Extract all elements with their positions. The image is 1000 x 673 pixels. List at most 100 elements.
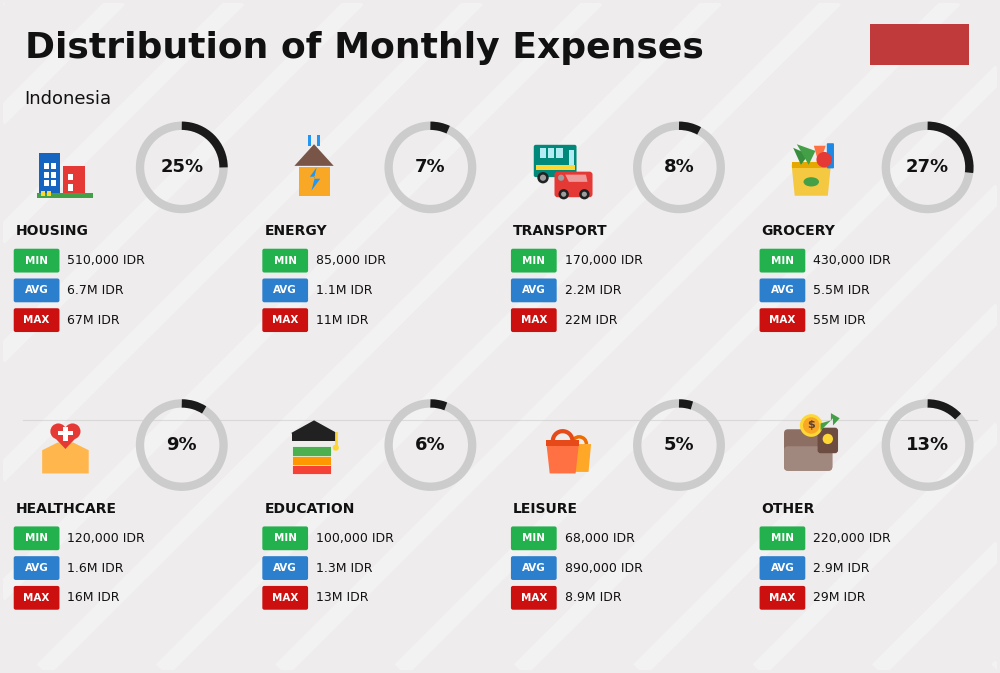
Text: MAX: MAX — [521, 593, 547, 603]
FancyBboxPatch shape — [760, 556, 805, 580]
Text: HEALTHCARE: HEALTHCARE — [16, 501, 117, 516]
FancyBboxPatch shape — [511, 308, 557, 332]
Text: MIN: MIN — [274, 256, 297, 266]
Text: MIN: MIN — [771, 256, 794, 266]
FancyBboxPatch shape — [540, 148, 546, 158]
Text: EDUCATION: EDUCATION — [264, 501, 355, 516]
FancyBboxPatch shape — [292, 433, 336, 441]
Polygon shape — [42, 443, 89, 474]
Text: 11M IDR: 11M IDR — [316, 314, 369, 326]
FancyBboxPatch shape — [554, 172, 593, 197]
Text: 25%: 25% — [160, 158, 203, 176]
FancyBboxPatch shape — [792, 162, 831, 168]
Polygon shape — [291, 421, 337, 433]
FancyBboxPatch shape — [41, 190, 45, 196]
Text: AVG: AVG — [25, 563, 48, 573]
Polygon shape — [797, 144, 815, 165]
Circle shape — [800, 414, 823, 437]
Polygon shape — [793, 148, 809, 165]
Text: Indonesia: Indonesia — [25, 90, 112, 108]
Text: HOUSING: HOUSING — [16, 224, 89, 238]
Text: LEISURE: LEISURE — [513, 501, 578, 516]
Text: 1.1M IDR: 1.1M IDR — [316, 284, 373, 297]
Text: 29M IDR: 29M IDR — [813, 592, 866, 604]
FancyBboxPatch shape — [14, 308, 59, 332]
Text: 1.6M IDR: 1.6M IDR — [67, 561, 124, 575]
Text: MAX: MAX — [272, 315, 298, 325]
Text: 890,000 IDR: 890,000 IDR — [565, 561, 643, 575]
Text: MAX: MAX — [521, 315, 547, 325]
Text: AVG: AVG — [771, 563, 794, 573]
Text: AVG: AVG — [522, 563, 546, 573]
FancyBboxPatch shape — [262, 249, 308, 273]
Circle shape — [50, 423, 66, 439]
Text: 6.7M IDR: 6.7M IDR — [67, 284, 124, 297]
Polygon shape — [294, 144, 334, 166]
FancyBboxPatch shape — [536, 165, 575, 170]
FancyBboxPatch shape — [569, 150, 574, 165]
Text: AVG: AVG — [771, 285, 794, 295]
Text: 55M IDR: 55M IDR — [813, 314, 866, 326]
Text: AVG: AVG — [522, 285, 546, 295]
FancyBboxPatch shape — [292, 464, 331, 474]
FancyBboxPatch shape — [556, 148, 563, 158]
Text: AVG: AVG — [25, 285, 48, 295]
FancyBboxPatch shape — [511, 279, 557, 302]
FancyBboxPatch shape — [68, 174, 73, 180]
Circle shape — [816, 152, 832, 168]
Circle shape — [823, 434, 833, 444]
FancyBboxPatch shape — [51, 163, 56, 169]
FancyBboxPatch shape — [14, 279, 59, 302]
Text: 13%: 13% — [906, 436, 949, 454]
FancyBboxPatch shape — [317, 135, 320, 146]
FancyBboxPatch shape — [14, 586, 59, 610]
Text: 2.9M IDR: 2.9M IDR — [813, 561, 870, 575]
FancyBboxPatch shape — [292, 446, 331, 456]
FancyBboxPatch shape — [262, 586, 308, 610]
Polygon shape — [51, 433, 80, 449]
FancyBboxPatch shape — [51, 180, 56, 186]
FancyBboxPatch shape — [51, 172, 56, 178]
Text: $: $ — [807, 421, 815, 431]
FancyBboxPatch shape — [784, 446, 832, 470]
Ellipse shape — [804, 177, 819, 186]
Polygon shape — [546, 441, 579, 474]
FancyBboxPatch shape — [14, 249, 59, 273]
Text: AVG: AVG — [273, 563, 297, 573]
Circle shape — [579, 189, 590, 199]
Circle shape — [558, 174, 564, 181]
Text: 8%: 8% — [664, 158, 694, 176]
FancyBboxPatch shape — [262, 308, 308, 332]
FancyBboxPatch shape — [58, 431, 73, 435]
Text: 510,000 IDR: 510,000 IDR — [67, 254, 145, 267]
Text: MIN: MIN — [522, 256, 545, 266]
FancyBboxPatch shape — [827, 143, 834, 168]
Polygon shape — [299, 168, 330, 196]
Text: MAX: MAX — [769, 593, 796, 603]
FancyBboxPatch shape — [870, 24, 969, 65]
Circle shape — [333, 445, 339, 451]
FancyBboxPatch shape — [511, 586, 557, 610]
FancyBboxPatch shape — [14, 526, 59, 551]
FancyBboxPatch shape — [548, 148, 554, 158]
FancyBboxPatch shape — [308, 135, 311, 146]
Text: OTHER: OTHER — [762, 501, 815, 516]
Text: AVG: AVG — [273, 285, 297, 295]
FancyBboxPatch shape — [63, 427, 68, 441]
Text: 22M IDR: 22M IDR — [565, 314, 617, 326]
Text: 68,000 IDR: 68,000 IDR — [565, 532, 635, 545]
Polygon shape — [792, 165, 831, 196]
FancyBboxPatch shape — [818, 427, 838, 453]
FancyBboxPatch shape — [44, 180, 49, 186]
Circle shape — [540, 174, 546, 181]
Text: MAX: MAX — [769, 315, 796, 325]
FancyBboxPatch shape — [44, 163, 49, 169]
Text: 8.9M IDR: 8.9M IDR — [565, 592, 621, 604]
Polygon shape — [310, 168, 320, 190]
Circle shape — [582, 192, 587, 197]
FancyBboxPatch shape — [511, 526, 557, 551]
Text: TRANSPORT: TRANSPORT — [513, 224, 608, 238]
Text: Distribution of Monthly Expenses: Distribution of Monthly Expenses — [25, 30, 704, 65]
Text: MIN: MIN — [25, 533, 48, 543]
Text: 170,000 IDR: 170,000 IDR — [565, 254, 643, 267]
